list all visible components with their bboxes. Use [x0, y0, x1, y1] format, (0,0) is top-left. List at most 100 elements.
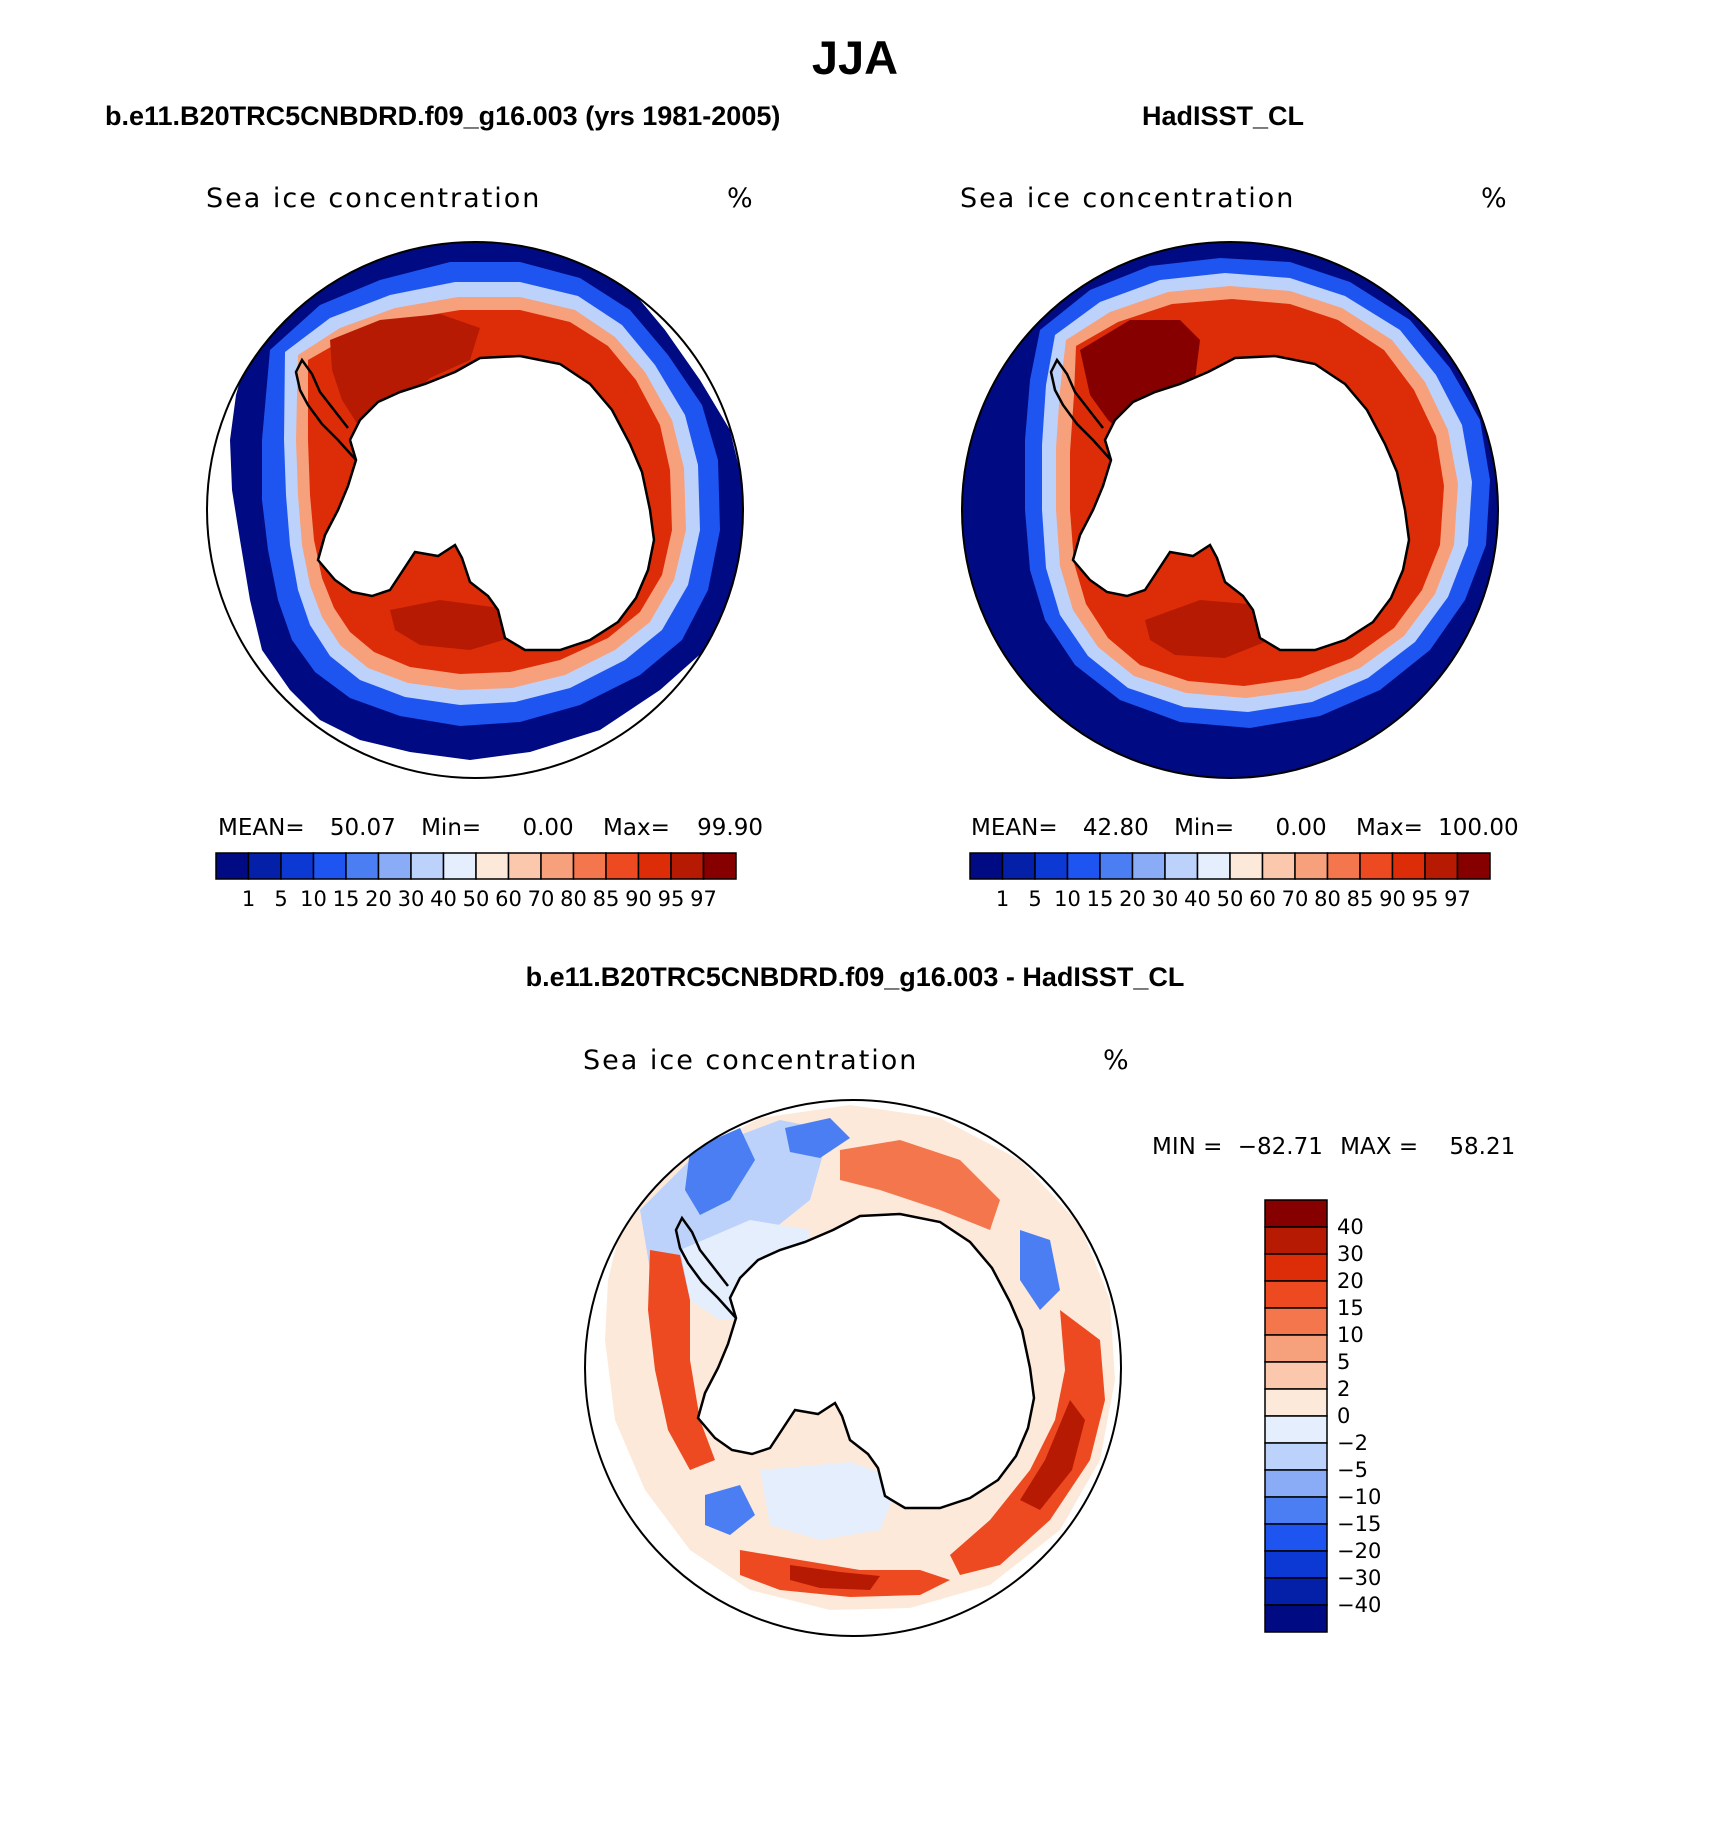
model-min-value: 0.00 — [522, 815, 574, 841]
model-colorbar-tick-label: 10 — [300, 887, 327, 911]
diff-units-label: % — [1103, 1045, 1131, 1076]
diff-colorbar-box — [1264, 1604, 1328, 1633]
diff-blue-patch-2 — [785, 1118, 850, 1158]
model-colorbar-tick-label: 5 — [274, 887, 287, 911]
obs-colorbar-tick-label: 85 — [1347, 887, 1374, 911]
diff-colorbar-tick-label: −5 — [1337, 1458, 1368, 1482]
model-colorbar-tick-label: 70 — [528, 887, 555, 911]
model-stats: MEAN= 50.07 Min= 0.00 Max= 99.90 — [218, 815, 763, 841]
obs-colorbar-tick-label: 30 — [1152, 887, 1179, 911]
obs-colorbar-box — [1034, 852, 1069, 880]
diff-colorbar-box — [1264, 1523, 1328, 1552]
model-min-label: Min= — [421, 815, 482, 841]
diff-stats: MIN = −82.71 MAX = 58.21 — [1152, 1134, 1515, 1160]
diff-colorbar-tick-label: 15 — [1337, 1296, 1364, 1320]
obs-panel-title: HadISST_CL — [1142, 101, 1305, 131]
model-colorbar-box — [637, 852, 672, 880]
diff-colorbar-box — [1264, 1550, 1328, 1579]
obs-colorbar-tick-label: 20 — [1119, 887, 1146, 911]
model-colorbar-tick-label: 30 — [398, 887, 425, 911]
diff-colorbar-tick-label: −10 — [1337, 1485, 1381, 1509]
obs-min-label: Min= — [1174, 815, 1235, 841]
model-colorbar-box — [475, 852, 510, 880]
diff-colorbar-box — [1264, 1334, 1328, 1363]
obs-colorbar-tick-label: 95 — [1412, 887, 1439, 911]
model-colorbar-box — [247, 852, 282, 880]
model-colorbar-box — [280, 852, 315, 880]
model-colorbar-box — [442, 852, 477, 880]
model-antarctica-continent — [316, 354, 656, 652]
diff-colorbar-tick-label: 2 — [1337, 1377, 1350, 1401]
diff-blue-patch-3 — [1020, 1230, 1060, 1310]
model-variable-label: Sea ice concentration — [206, 183, 542, 214]
diff-max-value: 58.21 — [1449, 1134, 1516, 1160]
diff-variable-label: Sea ice concentration — [583, 1045, 919, 1076]
diff-colorbar-tick-label: −30 — [1337, 1566, 1381, 1590]
obs-colorbar-tick-label: 1 — [996, 887, 1009, 911]
obs-colorbar-tick-label: 60 — [1249, 887, 1276, 911]
obs-colorbar-tick-label: 10 — [1054, 887, 1081, 911]
diff-colorbar-box — [1264, 1415, 1328, 1444]
model-mean-value: 50.07 — [329, 815, 396, 841]
obs-stats: MEAN= 42.80 Min= 0.00 Max= 100.00 — [971, 815, 1519, 841]
obs-antarctica-continent — [1071, 354, 1411, 652]
diff-colorbar-tick-label: 30 — [1337, 1242, 1364, 1266]
obs-colorbar-tick-label: 97 — [1444, 887, 1471, 911]
diff-colorbar-tick-label: −15 — [1337, 1512, 1381, 1536]
diff-colorbar-tick-label: −20 — [1337, 1539, 1381, 1563]
diff-dark-red-east — [1020, 1400, 1085, 1510]
obs-colorbar-box — [1001, 852, 1036, 880]
obs-colorbar-box — [1066, 852, 1101, 880]
diff-colorbar-tick-label: 20 — [1337, 1269, 1364, 1293]
diff-red-patch-north — [840, 1140, 1000, 1230]
obs-colorbar-tick-label: 70 — [1282, 887, 1309, 911]
model-colorbar-tick-label: 97 — [690, 887, 717, 911]
model-colorbar-box — [345, 852, 380, 880]
obs-colorbar-tick-label: 80 — [1314, 887, 1341, 911]
diff-colorbar-tick-label: 5 — [1337, 1350, 1350, 1374]
diff-colorbar-box — [1264, 1469, 1328, 1498]
model-colorbar-box — [377, 852, 412, 880]
obs-colorbar-box — [1099, 852, 1134, 880]
model-colorbar-box — [605, 852, 640, 880]
diff-pale-blue-south — [760, 1462, 900, 1540]
model-antarctic-peninsula — [294, 357, 357, 461]
obs-map-boundary — [961, 241, 1499, 779]
model-max-label: Max= — [603, 815, 670, 841]
model-colorbar-box — [507, 852, 542, 880]
model-colorbar-tick-label: 60 — [495, 887, 522, 911]
obs-variable-label: Sea ice concentration — [960, 183, 1296, 214]
diff-colorbar-box — [1264, 1253, 1328, 1282]
diff-red-arc-east — [950, 1310, 1105, 1575]
diff-colorbar-box — [1264, 1388, 1328, 1417]
diff-blue-patch-4 — [705, 1485, 755, 1535]
obs-colorbar-tick-label: 40 — [1184, 887, 1211, 911]
model-colorbar-tick-label: 20 — [365, 887, 392, 911]
diff-colorbar-box — [1264, 1226, 1328, 1255]
diff-colorbar-box — [1264, 1496, 1328, 1525]
model-ice-dark-red-2 — [390, 600, 520, 650]
obs-colorbar-box — [1456, 852, 1491, 880]
model-map-boundary — [206, 241, 744, 779]
model-colorbar-tick-label: 95 — [658, 887, 685, 911]
model-colorbar-tick-label: 80 — [560, 887, 587, 911]
model-colorbar-box — [702, 852, 737, 880]
obs-mean-label: MEAN= — [971, 815, 1058, 841]
model-colorbar-tick-label: 1 — [242, 887, 255, 911]
model-ice-dark-red — [330, 314, 480, 435]
obs-colorbar-box — [1359, 852, 1394, 880]
diff-colorbar-box — [1264, 1577, 1328, 1606]
obs-colorbar-box — [1391, 852, 1426, 880]
model-colorbar-box — [670, 852, 705, 880]
diff-colorbar-box — [1264, 1199, 1328, 1228]
diff-panel-title: b.e11.B20TRC5CNBDRD.f09_g16.003 - HadISS… — [525, 962, 1185, 992]
model-colorbar-tick-label: 50 — [463, 887, 490, 911]
obs-colorbar-tick-label: 90 — [1379, 887, 1406, 911]
model-units-label: % — [727, 183, 755, 214]
obs-antarctic-peninsula — [1049, 357, 1112, 461]
